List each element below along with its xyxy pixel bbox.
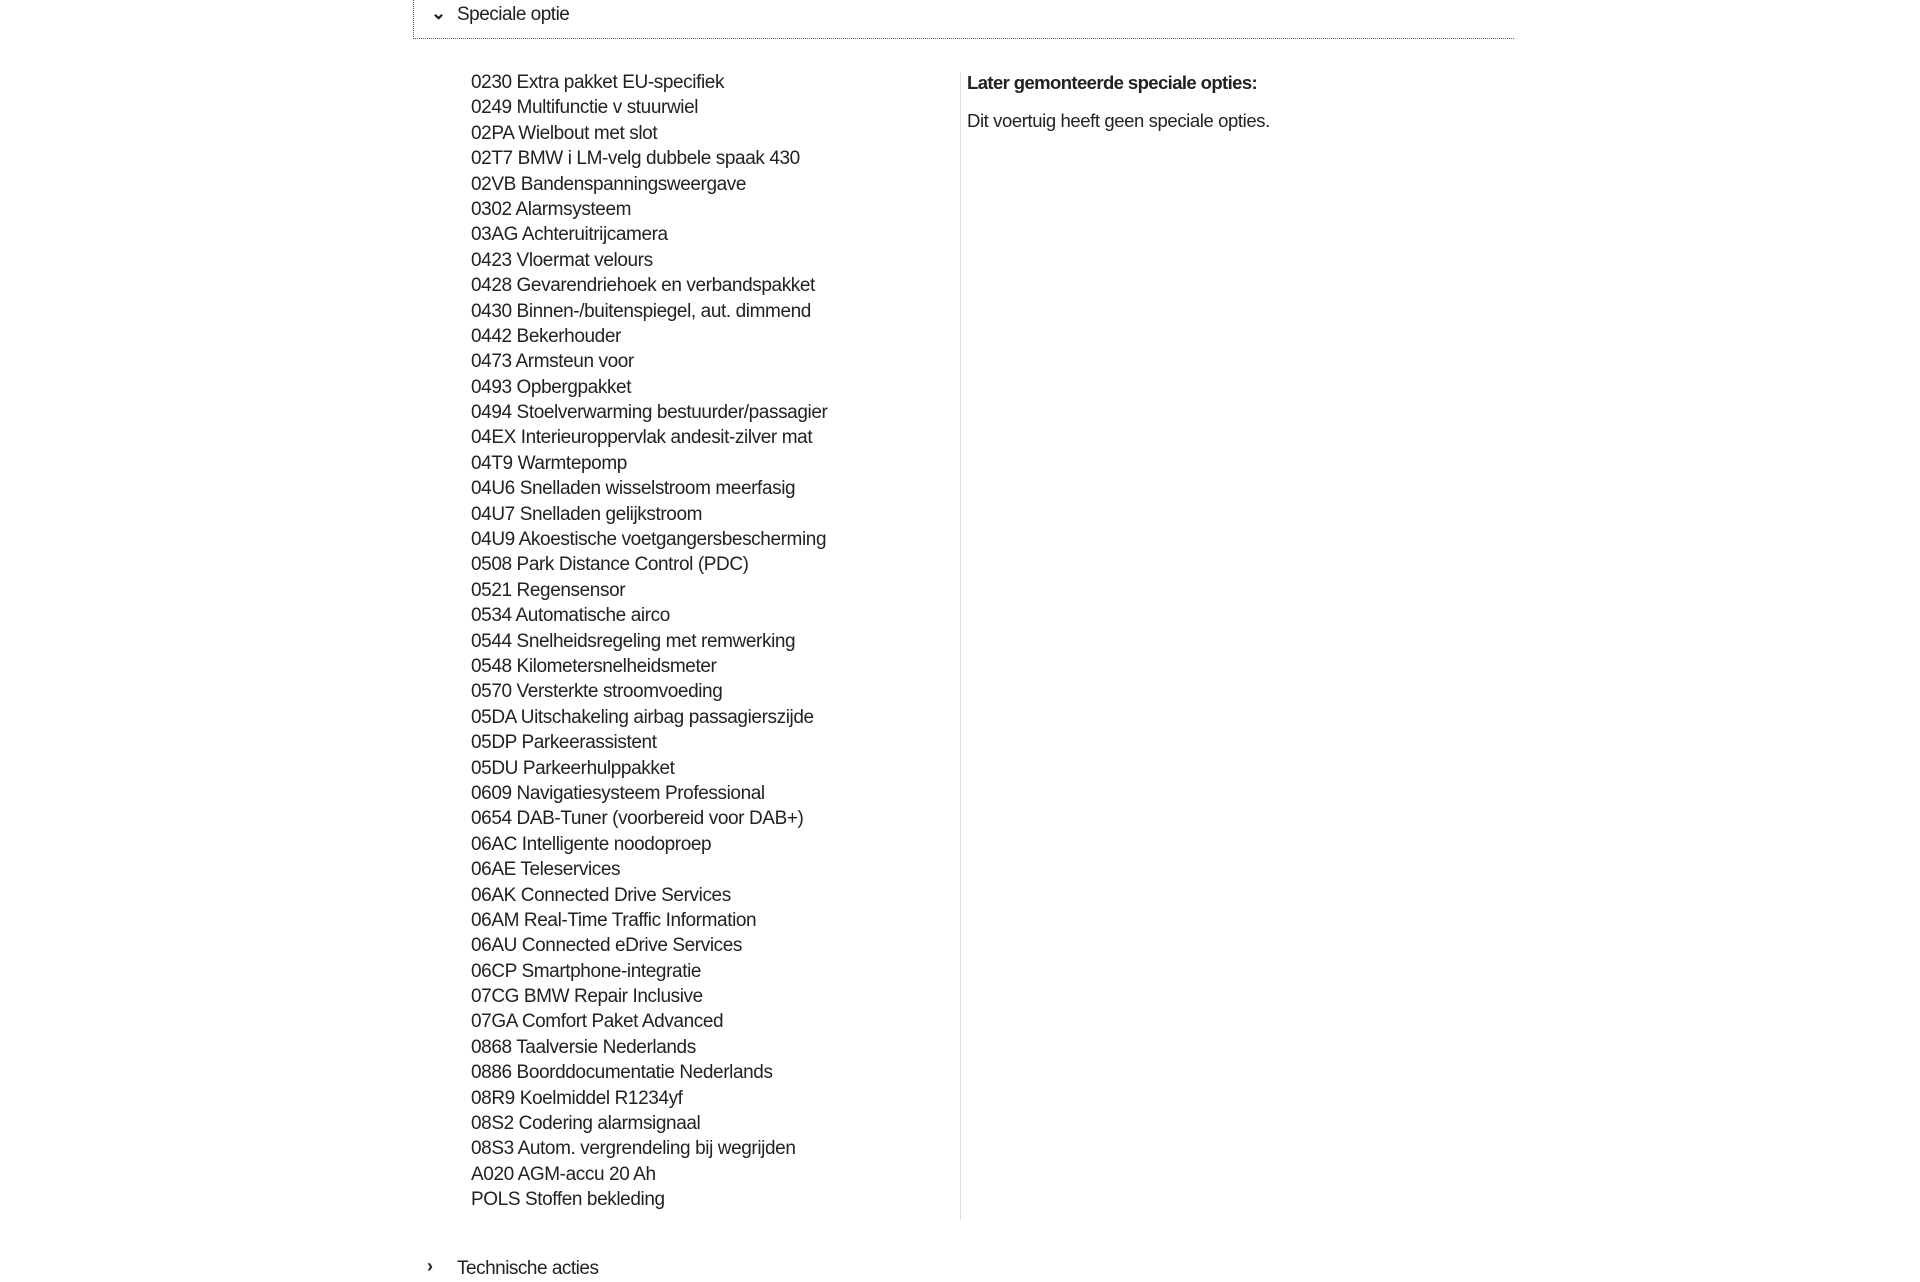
option-item: 05DA Uitschakeling airbag passagierszijd… bbox=[471, 706, 814, 728]
option-item: 06AC Intelligente noodoproep bbox=[471, 833, 712, 855]
technische-acties-label[interactable]: Technische acties bbox=[457, 1258, 599, 1279]
option-item: 02VB Bandenspanningsweergave bbox=[471, 173, 747, 195]
option-item: 04T9 Warmtepomp bbox=[471, 452, 627, 474]
speciale-optie-header[interactable]: ⌄ Speciale optie bbox=[413, 0, 1514, 39]
option-item: 0544 Snelheidsregeling met remwerking bbox=[471, 630, 796, 652]
option-item: 08R9 Koelmiddel R1234yf bbox=[471, 1087, 683, 1109]
option-item: 0493 Opbergpakket bbox=[471, 376, 632, 398]
option-item: 06AE Teleservices bbox=[471, 859, 621, 881]
option-item: 0249 Multifunctie v stuurwiel bbox=[471, 97, 699, 119]
option-item: 0609 Navigatiesysteem Professional bbox=[471, 782, 765, 804]
option-item: 06CP Smartphone-integratie bbox=[471, 960, 702, 982]
retrofitted-message: Dit voertuig heeft geen speciale opties. bbox=[967, 110, 1270, 131]
option-item: 0886 Boorddocumentatie Nederlands bbox=[471, 1062, 773, 1084]
option-item: 0868 Taalversie Nederlands bbox=[471, 1036, 696, 1058]
option-item: 02PA Wielbout met slot bbox=[471, 122, 658, 144]
retrofitted-options-panel: Later gemonteerde speciale opties: Dit v… bbox=[967, 70, 1270, 134]
option-item: 07GA Comfort Paket Advanced bbox=[471, 1011, 724, 1033]
option-item: 04U7 Snelladen gelijkstroom bbox=[471, 503, 703, 525]
option-item: 0654 DAB-Tuner (voorbereid voor DAB+) bbox=[471, 808, 804, 830]
option-item: A020 AGM-accu 20 Ah bbox=[471, 1163, 656, 1185]
option-item: 0534 Automatische airco bbox=[471, 605, 670, 627]
option-item: 05DU Parkeerhulppakket bbox=[471, 757, 675, 779]
option-item: 03AG Achteruitrijcamera bbox=[471, 224, 668, 246]
retrofitted-heading: Later gemonteerde speciale opties: bbox=[967, 72, 1258, 93]
option-item: 06AM Real-Time Traffic Information bbox=[471, 909, 757, 931]
option-item: 06AK Connected Drive Services bbox=[471, 884, 731, 906]
option-item: 0494 Stoelverwarming bestuurder/passagie… bbox=[471, 402, 828, 424]
option-item: 0423 Vloermat velours bbox=[471, 249, 653, 271]
option-item: 0508 Park Distance Control (PDC) bbox=[471, 554, 749, 576]
option-item: 0473 Armsteun voor bbox=[471, 351, 634, 373]
option-item: 08S3 Autom. vergrendeling bij wegrijden bbox=[471, 1138, 796, 1160]
option-item: 02T7 BMW i LM-velg dubbele spaak 430 bbox=[471, 148, 800, 170]
option-item: 0230 Extra pakket EU-specifiek bbox=[471, 72, 725, 93]
chevron-down-icon[interactable]: ⌄ bbox=[431, 3, 447, 23]
option-item: 0302 Alarmsysteem bbox=[471, 198, 632, 220]
option-item: 04U6 Snelladen wisselstroom meerfasig bbox=[471, 478, 796, 500]
technische-acties-header[interactable]: › Technische acties bbox=[413, 1256, 1013, 1282]
option-item: 0428 Gevarendriehoek en verbandspakket bbox=[471, 275, 815, 297]
speciale-optie-label[interactable]: Speciale optie bbox=[457, 4, 570, 25]
option-item: 07CG BMW Repair Inclusive bbox=[471, 986, 703, 1008]
chevron-right-icon[interactable]: › bbox=[427, 1256, 433, 1276]
option-item: 0521 Regensensor bbox=[471, 579, 626, 601]
option-item: 06AU Connected eDrive Services bbox=[471, 935, 743, 957]
option-item: 05DP Parkeerassistent bbox=[471, 732, 657, 754]
option-item: 0442 Bekerhouder bbox=[471, 325, 621, 347]
option-item: 04U9 Akoestische voetgangersbescherming bbox=[471, 529, 827, 551]
option-item: POLS Stoffen bekleding bbox=[471, 1189, 665, 1211]
options-list: 0230 Extra pakket EU-specifiek 0249 Multi… bbox=[471, 70, 828, 1213]
column-divider bbox=[960, 72, 961, 1220]
option-item: 0570 Versterkte stroomvoeding bbox=[471, 681, 723, 703]
option-item: 0548 Kilometersnelheidsmeter bbox=[471, 655, 717, 677]
option-item: 04EX Interieuroppervlak andesit-zilver m… bbox=[471, 427, 813, 449]
option-item: 0430 Binnen-/buitenspiegel, aut. dimmend bbox=[471, 300, 811, 322]
option-item: 08S2 Codering alarmsignaal bbox=[471, 1113, 701, 1135]
